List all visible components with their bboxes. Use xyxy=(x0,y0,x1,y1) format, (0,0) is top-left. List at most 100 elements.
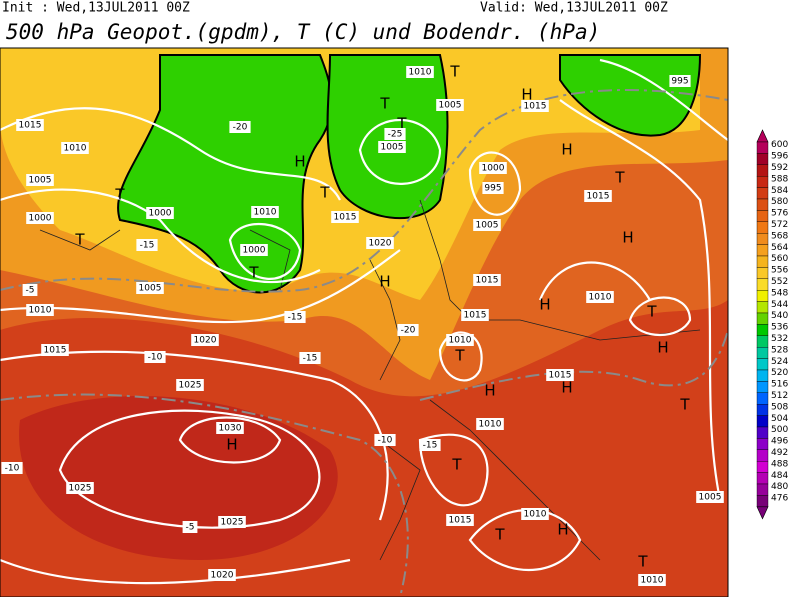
contour-label: 1005 xyxy=(381,143,404,153)
contour-label: -15 xyxy=(288,313,303,323)
pressure-center: T xyxy=(248,264,259,282)
legend-swatch xyxy=(756,426,769,439)
contour-label: 1025 xyxy=(221,518,244,528)
map-labels: 1015 1010 1005 1000 T 1005 1010 1015 1020 1025 103… xyxy=(1,63,724,586)
label-bg xyxy=(191,334,219,346)
legend-label: 548 xyxy=(771,288,788,298)
label-bg xyxy=(446,514,474,526)
contour-label: 995 xyxy=(671,77,688,87)
label-bg xyxy=(229,121,251,133)
contour-label: 1010 xyxy=(29,306,52,316)
pressure-center: H xyxy=(557,521,568,539)
contour-label: 1015 xyxy=(549,371,572,381)
label-bg xyxy=(1,462,23,474)
legend-swatch xyxy=(756,415,769,428)
legend-label: 540 xyxy=(771,311,788,321)
label-bg xyxy=(176,379,204,391)
pressure-center: H xyxy=(539,296,550,314)
legend-label: 488 xyxy=(771,459,788,469)
contour-label: 1015 xyxy=(464,311,487,321)
pressure-center: T xyxy=(614,169,625,187)
legend-label: 556 xyxy=(771,266,788,276)
legend-label: 496 xyxy=(771,437,788,447)
label-bg xyxy=(473,274,501,286)
contour-label: -10 xyxy=(5,464,20,474)
pressure-center: H xyxy=(521,86,532,104)
legend-swatch xyxy=(756,404,769,416)
contour-label: 1015 xyxy=(524,102,547,112)
legend-label: 500 xyxy=(771,425,788,435)
label-bg xyxy=(521,100,549,112)
pressure-center: H xyxy=(622,229,633,247)
legend-swatch xyxy=(756,232,769,245)
label-bg xyxy=(461,309,489,321)
map-title: 500 hPa Geopot.(gpdm), T (C) und Bodendr… xyxy=(6,20,600,44)
label-bg xyxy=(26,304,54,316)
label-bg xyxy=(136,282,164,294)
contour-label: 1015 xyxy=(449,516,472,526)
label-bg xyxy=(146,207,174,219)
contour-label: -10 xyxy=(378,436,393,446)
legend-swatch xyxy=(756,153,769,165)
legend-label: 592 xyxy=(771,163,788,173)
label-bg xyxy=(216,422,244,434)
label-bg xyxy=(378,141,406,153)
contour-label: 1000 xyxy=(482,164,505,174)
label-bg xyxy=(586,291,614,303)
contour-label: -10 xyxy=(148,353,163,363)
label-bg xyxy=(22,284,38,296)
legend-label: 576 xyxy=(771,209,788,219)
label-bg xyxy=(419,439,441,451)
legend-label: 560 xyxy=(771,254,788,264)
label-bg xyxy=(397,324,419,336)
contour-label: 1010 xyxy=(64,144,87,154)
contour-label: 1010 xyxy=(641,576,664,586)
label-bg xyxy=(584,190,612,202)
contour-label: 1030 xyxy=(219,424,242,434)
legend-label: 504 xyxy=(771,414,788,424)
contour-label: 1025 xyxy=(69,484,92,494)
contour-label: 1005 xyxy=(139,284,162,294)
legend-swatch xyxy=(756,278,769,291)
contour-label: -20 xyxy=(401,326,416,336)
contour-label: 1015 xyxy=(19,121,42,131)
legend-label: 520 xyxy=(771,368,788,378)
label-bg xyxy=(26,212,54,224)
legend-tip xyxy=(756,129,769,143)
label-bg xyxy=(521,508,549,520)
pressure-center: T xyxy=(379,95,390,113)
label-bg xyxy=(638,574,666,586)
label-bg xyxy=(482,182,504,194)
legend-label: 512 xyxy=(771,391,788,401)
legend-swatch xyxy=(756,210,769,222)
contour-label: 1015 xyxy=(587,192,610,202)
label-bg xyxy=(16,119,44,131)
legend-label: 484 xyxy=(771,471,788,481)
legend-label: 588 xyxy=(771,174,788,184)
pressure-center: T xyxy=(454,347,465,365)
contour-label: 1015 xyxy=(334,213,357,223)
contour-label: -5 xyxy=(26,286,35,296)
contour-label: 1000 xyxy=(243,246,266,256)
pressure-center: H xyxy=(294,153,305,171)
contour-label: 1010 xyxy=(524,510,547,520)
contour-label: 1010 xyxy=(479,420,502,430)
contour-label: 1010 xyxy=(254,208,277,218)
contour-label: 1020 xyxy=(211,571,234,581)
legend-label: 508 xyxy=(771,402,788,412)
label-bg xyxy=(406,66,434,78)
contour-label: 1015 xyxy=(476,276,499,286)
init-time: Init : Wed,13JUL2011 00Z xyxy=(2,1,190,16)
legend-label: 580 xyxy=(771,197,788,207)
label-bg xyxy=(240,244,268,256)
legend-swatch xyxy=(756,381,769,393)
label-bg xyxy=(299,352,321,364)
legend-swatch xyxy=(756,449,769,462)
legend-swatch xyxy=(756,335,769,348)
contour-label: 1000 xyxy=(29,214,52,224)
legend-swatch xyxy=(756,495,769,507)
legend-label: 600 xyxy=(771,140,788,150)
legend-label: 596 xyxy=(771,152,788,162)
legend-label: 532 xyxy=(771,334,788,344)
